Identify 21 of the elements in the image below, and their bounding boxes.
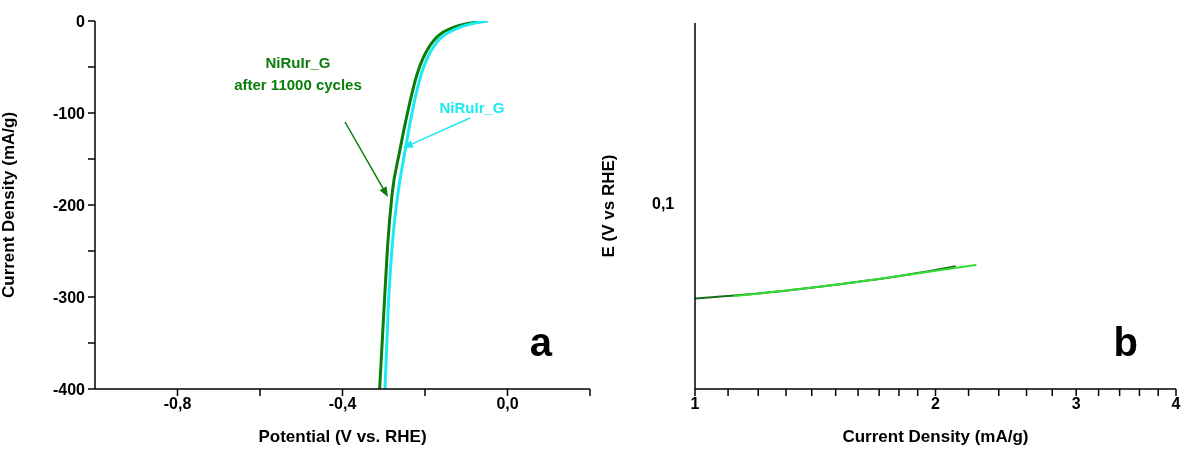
y-tick-label: -200 [52, 196, 86, 214]
x-tick-label: 4 [1171, 395, 1181, 413]
x-tick-label: 0,0 [496, 395, 519, 413]
x-tick-label: -0,8 [163, 395, 192, 413]
x-tick-label: -0,4 [328, 395, 357, 413]
y-tick-label: -300 [52, 288, 86, 306]
y-axis-title: E (V vs RHE) [599, 154, 619, 258]
y-tick-label: -400 [52, 380, 86, 398]
x-tick-label: 2 [931, 395, 941, 413]
y-tick-label: 0 [76, 12, 86, 30]
y-tick-label: -100 [52, 104, 86, 122]
x-tick-label: 1 [690, 395, 700, 413]
annotation: b [1113, 320, 1138, 365]
annotation: NiRuIr_G after 11000 cycles [234, 54, 362, 93]
y-axis-title: Current Density (mA/g) [0, 111, 19, 299]
x-tick-label: 3 [1071, 395, 1081, 413]
text: 0,1 [652, 195, 675, 213]
x-axis-title: Potential (V vs. RHE) [258, 427, 427, 446]
annotation: NiRuIr_G [439, 99, 505, 116]
annotation: a [529, 320, 552, 365]
x-axis-title: Current Density (mA/g) [842, 427, 1029, 446]
